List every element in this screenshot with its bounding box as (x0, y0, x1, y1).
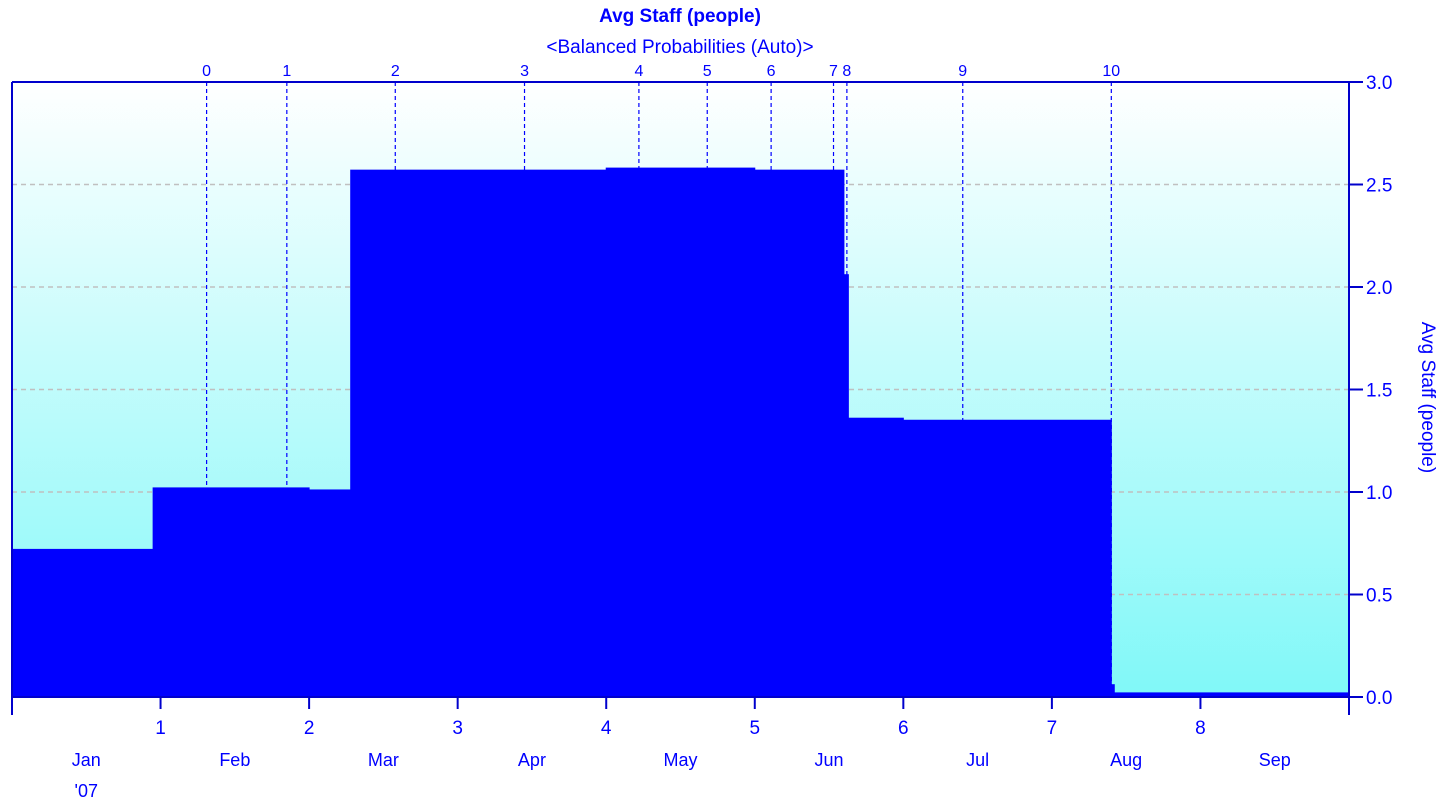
chart-subtitle: <Balanced Probabilities (Auto)> (546, 37, 813, 58)
month-label: Jan (72, 750, 101, 770)
milestone-markers: 0 1 2 3 4 5 6 7 8 9 10 (202, 63, 1120, 697)
area-step (350, 169, 607, 698)
milestone-label: 5 (703, 63, 712, 80)
y-axis-label: Avg Staff (people) (1417, 322, 1438, 473)
month-label: Aug (1110, 750, 1142, 770)
month-label: Sep (1259, 750, 1291, 770)
y-tick-label: 1.5 (1366, 381, 1392, 402)
y-tick-label: 0.5 (1366, 586, 1392, 607)
y-tick-label: 2.5 (1366, 176, 1392, 197)
area-step (152, 487, 310, 698)
month-label: Jul (966, 750, 989, 770)
y-tick-label: 1.0 (1366, 483, 1392, 504)
area-step (754, 169, 845, 698)
area-step (605, 167, 756, 698)
milestone-label: 2 (391, 63, 400, 80)
area-step (11, 548, 154, 698)
y-tick-label: 3.0 (1366, 73, 1392, 94)
x-tick-label: 3 (452, 718, 463, 739)
y-tick-label: 2.0 (1366, 278, 1392, 299)
y-tick-label: 0.0 (1366, 688, 1392, 709)
x-tick-label: 6 (898, 718, 909, 739)
x-tick-label: 7 (1047, 718, 1058, 739)
x-tick-label: 8 (1195, 718, 1206, 739)
x-tick-label: 4 (601, 718, 612, 739)
month-label: Apr (518, 750, 546, 770)
month-label: Jun (815, 750, 844, 770)
milestone-label: 4 (634, 63, 643, 80)
month-label: May (663, 750, 697, 770)
year-label: '07 (75, 781, 98, 801)
chart-title: Avg Staff (people) (599, 6, 761, 27)
milestone-label: 7 (829, 63, 838, 80)
area-step (843, 274, 849, 698)
milestone-label: 1 (282, 63, 291, 80)
data-area (11, 167, 1350, 698)
area-step (902, 419, 1112, 698)
milestone-label: 9 (958, 63, 967, 80)
axes: 1 2 3 4 5 6 7 8 Jan Feb Mar Apr May Jun Jul Aug Sep '07 0.… (11, 73, 1392, 801)
x-tick-label: 2 (304, 718, 315, 739)
milestone-label: 10 (1102, 63, 1120, 80)
milestone-label: 0 (202, 63, 211, 80)
area-step (847, 417, 904, 698)
x-tick-label: 5 (749, 718, 760, 739)
month-label: Feb (219, 750, 250, 770)
area-step (308, 489, 352, 698)
x-tick-label: 1 (155, 718, 166, 739)
milestone-label: 8 (842, 63, 851, 80)
milestone-label: 3 (520, 63, 529, 80)
milestone-label: 6 (767, 63, 776, 80)
month-label: Mar (368, 750, 399, 770)
